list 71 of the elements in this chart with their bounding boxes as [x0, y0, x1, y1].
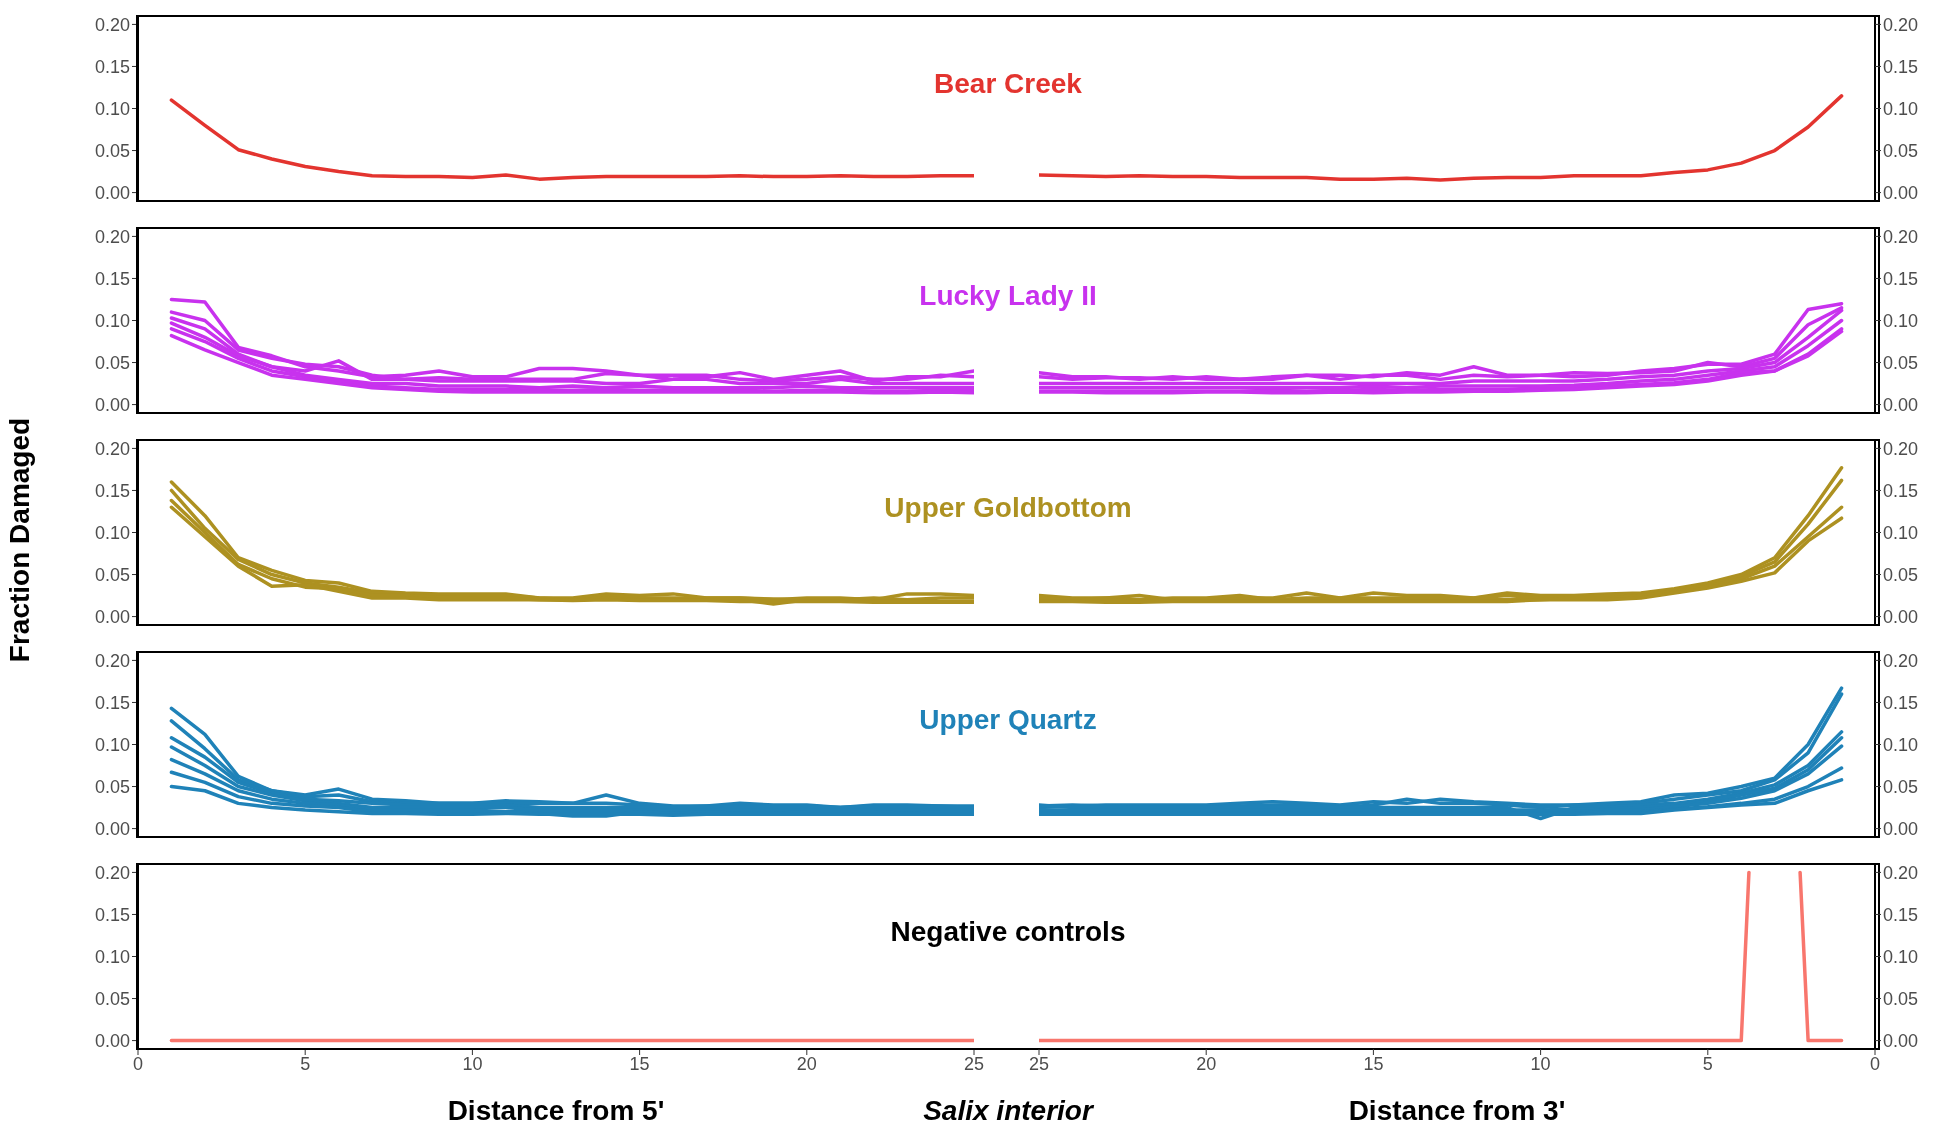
text: Lucky Lady II — [919, 280, 1097, 311]
y-tick-label: 0.15 — [1883, 904, 1919, 925]
x-tick-label: 10 — [1530, 1053, 1551, 1074]
y-tick-label: 0.10 — [94, 946, 130, 967]
text: Salix interior — [923, 1095, 1093, 1126]
y-tick-label: 0.05 — [1883, 352, 1919, 373]
x-tick-label: 15 — [1363, 1053, 1384, 1074]
y-tick-label: 0.10 — [1883, 310, 1919, 331]
y-tick-label: 0.15 — [94, 480, 130, 501]
y-tick-label: 0.20 — [1883, 438, 1919, 459]
y-tick-label: 0.20 — [1883, 650, 1919, 671]
y-tick-label: 0.05 — [1883, 564, 1919, 585]
y-tick-label: 0.20 — [94, 650, 130, 671]
y-tick-label: 0.15 — [1883, 268, 1919, 289]
y-tick-label: 0.20 — [94, 862, 130, 883]
y-tick-label: 0.20 — [94, 226, 130, 247]
y-tick-label: 0.00 — [1883, 394, 1919, 415]
y-tick-label: 0.15 — [94, 904, 130, 925]
y-tick-label: 0.00 — [94, 182, 130, 203]
y-axis-title: Fraction Damaged — [4, 417, 35, 663]
x-tick-label: 0 — [1869, 1053, 1881, 1074]
y-tick-label: 0.20 — [1883, 226, 1919, 247]
y-tick-label: 0.10 — [1883, 734, 1919, 755]
y-tick-label: 0.15 — [1883, 692, 1919, 713]
y-tick-label: 0.00 — [1883, 606, 1919, 627]
x-tick-label: 25 — [1028, 1053, 1050, 1074]
x-tick-label: 15 — [629, 1053, 650, 1074]
y-tick-label: 0.10 — [1883, 946, 1919, 967]
y-tick-label: 0.10 — [94, 522, 130, 543]
text: Upper Quartz — [919, 704, 1097, 735]
y-tick-label: 0.00 — [94, 1030, 130, 1051]
y-tick-label: 0.05 — [94, 352, 130, 373]
y-tick-label: 0.00 — [1883, 818, 1919, 839]
x-tick-label: 0 — [132, 1053, 144, 1074]
y-tick-label: 0.00 — [94, 818, 130, 839]
y-tick-label: 0.20 — [94, 438, 130, 459]
y-tick-label: 0.05 — [1883, 140, 1919, 161]
y-tick-label: 0.10 — [1883, 98, 1919, 119]
x-axis-title: Distance from 5' — [447, 1095, 665, 1126]
y-tick-label: 0.10 — [94, 98, 130, 119]
y-tick-label: 0.05 — [1883, 776, 1919, 797]
x-tick-label: 5 — [300, 1053, 311, 1074]
y-tick-label: 0.00 — [1883, 1030, 1919, 1051]
y-tick-label: 0.00 — [94, 394, 130, 415]
x-tick-label: 20 — [796, 1053, 817, 1074]
y-tick-label: 0.05 — [94, 140, 130, 161]
text: Negative controls — [890, 916, 1126, 947]
y-tick-label: 0.10 — [94, 734, 130, 755]
y-tick-label: 0.15 — [94, 692, 130, 713]
y-tick-label: 0.05 — [94, 564, 130, 585]
x-tick-label: 5 — [1702, 1053, 1713, 1074]
y-tick-label: 0.15 — [94, 268, 130, 289]
text: Bear Creek — [934, 68, 1082, 99]
y-tick-label: 0.15 — [1883, 56, 1919, 77]
y-tick-label: 0.05 — [1883, 988, 1919, 1009]
text: Upper Goldbottom — [884, 492, 1132, 523]
x-tick-label: 20 — [1196, 1053, 1217, 1074]
y-tick-label: 0.05 — [94, 776, 130, 797]
y-tick-label: 0.00 — [1883, 182, 1919, 203]
x-axis-title: Distance from 3' — [1348, 1095, 1566, 1126]
y-tick-label: 0.15 — [94, 56, 130, 77]
y-tick-label: 0.20 — [1883, 862, 1919, 883]
y-tick-label: 0.00 — [94, 606, 130, 627]
y-tick-label: 0.10 — [1883, 522, 1919, 543]
y-tick-label: 0.20 — [94, 14, 130, 35]
y-tick-label: 0.20 — [1883, 14, 1919, 35]
y-tick-label: 0.10 — [94, 310, 130, 331]
x-tick-label: 25 — [963, 1053, 985, 1074]
x-tick-label: 10 — [462, 1053, 483, 1074]
y-tick-label: 0.05 — [94, 988, 130, 1009]
y-tick-label: 0.15 — [1883, 480, 1919, 501]
